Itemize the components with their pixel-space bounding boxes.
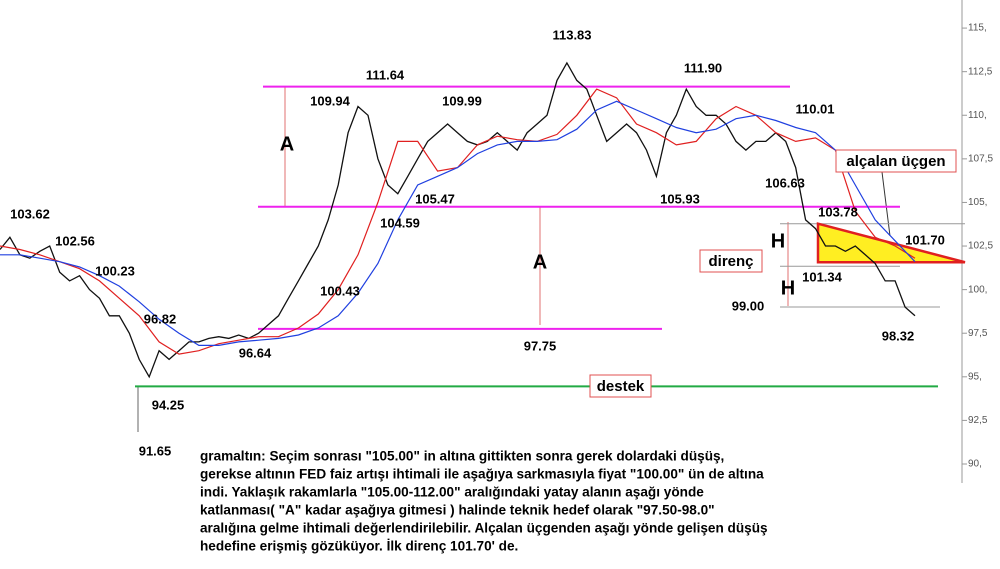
- price-label: 103.62: [10, 206, 50, 221]
- price-label: 110.01: [795, 101, 834, 116]
- y-tick-label: 107,5: [968, 153, 993, 164]
- price-label: 91.65: [139, 443, 172, 458]
- plot: 90, 92,5 95, 97,5 100, 102,5 105, 107,5 110, 112,…: [0, 23, 993, 554]
- price-label: 105.93: [660, 191, 700, 206]
- price-label: 100.43: [320, 283, 360, 298]
- price-label: 101.34: [802, 269, 843, 284]
- description-line: hedefine erişmiş gözüküyor. İlk direnç 1…: [200, 539, 518, 554]
- moving-average: [0, 100, 916, 346]
- price-label: 102.56: [55, 233, 95, 248]
- pattern-label: H: [771, 230, 785, 252]
- triangle: [816, 222, 966, 264]
- description-line: aralığına gelme ihtimali değerlendirileb…: [200, 521, 768, 536]
- price-label: 111.90: [684, 60, 722, 75]
- label-box: [589, 374, 652, 398]
- y-tick-label: 100,: [968, 284, 987, 295]
- pattern-label: A: [533, 251, 547, 273]
- price-label: 96.82: [144, 311, 177, 326]
- label-box: [699, 249, 763, 273]
- pointer-line: [881, 171, 891, 237]
- box-label: alçalan üçgen: [846, 153, 945, 170]
- description-line: katlanması( "A" kadar aşağıya gitmesi ) …: [200, 503, 715, 518]
- box-label: direnç: [708, 253, 753, 270]
- y-tick-label: 90,: [968, 459, 982, 470]
- price-label: 100.23: [95, 263, 135, 278]
- price-label: 113.83: [552, 27, 591, 42]
- y-tick-label: 97,5: [968, 328, 988, 339]
- pattern-label: A: [280, 133, 294, 155]
- description-line: indi. Yaklaşık rakamlarla "105.00-112.00…: [200, 485, 704, 500]
- price-label: 104.59: [380, 215, 420, 230]
- price-label: 111.64: [366, 67, 405, 82]
- price-label: 101.70: [905, 232, 945, 247]
- pattern-label: H: [781, 277, 795, 299]
- price-label: 98.32: [882, 328, 915, 343]
- label-box: [835, 149, 957, 173]
- y-tick-label: 110,: [968, 110, 987, 121]
- price-label: 94.25: [152, 397, 185, 412]
- moving-average: [0, 88, 916, 355]
- price-label: 106.63: [765, 175, 805, 190]
- price-label: 109.99: [442, 93, 482, 108]
- description-line: gerekse altının FED faiz artışı ihtimali…: [200, 467, 764, 482]
- y-tick-label: 112,5: [968, 66, 993, 77]
- price-line: [0, 61, 916, 379]
- price-label: 103.78: [818, 204, 858, 219]
- y-tick-label: 95,: [968, 371, 982, 382]
- y-tick-label: 115,: [968, 23, 987, 34]
- price-label: 96.64: [239, 345, 272, 360]
- y-tick-label: 92,5: [968, 415, 988, 426]
- y-tick-label: 102,5: [968, 241, 993, 252]
- description-line: gramaltın: Seçim sonrası "105.00" in alt…: [200, 449, 724, 464]
- box-label: destek: [597, 378, 645, 395]
- price-label: 99.00: [732, 298, 765, 313]
- price-label: 105.47: [415, 191, 455, 206]
- price-label: 109.94: [310, 93, 351, 108]
- price-label: 97.75: [524, 338, 557, 353]
- y-tick-label: 105,: [968, 197, 987, 208]
